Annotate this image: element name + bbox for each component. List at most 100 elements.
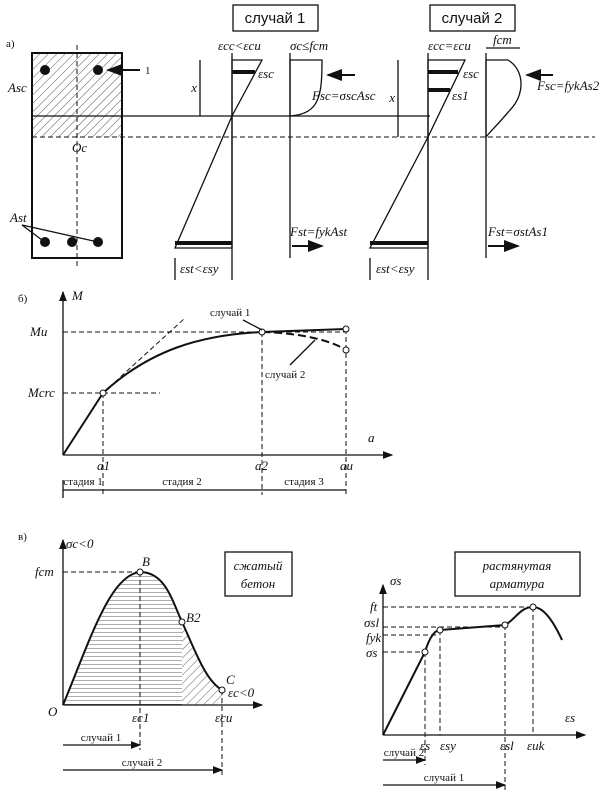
fyk: fyk bbox=[366, 630, 381, 645]
box-line2: бетон bbox=[241, 576, 275, 591]
bar bbox=[67, 237, 77, 247]
strain-top bbox=[231, 59, 264, 117]
box-line2: арматура bbox=[490, 576, 545, 591]
case1-box bbox=[232, 4, 319, 32]
c1-stress: σc≤fcm bbox=[290, 38, 328, 53]
bar bbox=[93, 65, 103, 75]
point bbox=[342, 346, 350, 354]
label: в) bbox=[18, 531, 27, 543]
c: C bbox=[226, 672, 235, 687]
steel-curve bbox=[382, 605, 563, 736]
stage2: стадия 2 bbox=[162, 476, 202, 488]
mcrc: Mcrc bbox=[27, 385, 55, 400]
stage3: стадия 3 bbox=[284, 476, 324, 488]
y-axis: σs bbox=[390, 573, 401, 588]
case2: случай 2 bbox=[384, 747, 424, 759]
area-case1 bbox=[63, 572, 182, 705]
marker: 1 bbox=[145, 65, 151, 77]
strain-top bbox=[427, 59, 467, 138]
strain-bottom bbox=[368, 136, 429, 249]
point bbox=[218, 686, 226, 694]
x-axis: εc<0 bbox=[228, 685, 255, 700]
label: а) bbox=[6, 38, 15, 50]
ssl: σsl bbox=[364, 615, 379, 630]
point bbox=[501, 621, 509, 629]
esl: εsl bbox=[500, 738, 514, 753]
stress-block bbox=[289, 59, 323, 117]
fcm: fcm bbox=[35, 564, 54, 579]
ec1: εc1 bbox=[132, 710, 149, 725]
stress-block bbox=[485, 59, 522, 139]
c1-top: εcc<εcu bbox=[218, 38, 261, 53]
x1: x bbox=[190, 80, 197, 95]
case2-box bbox=[429, 4, 516, 32]
area-case2 bbox=[182, 622, 222, 705]
label: б) bbox=[18, 293, 28, 305]
x2: x bbox=[388, 90, 395, 105]
y-axis: σc<0 bbox=[66, 536, 94, 551]
au: au bbox=[340, 458, 354, 473]
point bbox=[136, 568, 144, 576]
curve-case1 bbox=[62, 328, 347, 456]
stage1: стадия 1 bbox=[63, 476, 103, 488]
box-line1: растянутая bbox=[482, 558, 552, 573]
case2: случай 2 bbox=[122, 757, 162, 769]
leader bbox=[242, 319, 263, 331]
a1: a1 bbox=[97, 458, 110, 473]
case2: случай 2 bbox=[442, 10, 503, 27]
asc: Asc bbox=[7, 80, 27, 95]
strain-bottom bbox=[174, 115, 233, 249]
ast: Ast bbox=[9, 210, 27, 225]
b2: B2 bbox=[186, 610, 201, 625]
label-box bbox=[224, 551, 293, 597]
c2-bottom: εst<εsy bbox=[376, 261, 415, 276]
c1-esc: εsc bbox=[258, 66, 274, 81]
point bbox=[258, 328, 266, 336]
c2-esc: εsc bbox=[463, 66, 479, 81]
point bbox=[436, 626, 444, 634]
c2-fst: Fst=σstAs1 bbox=[487, 224, 548, 239]
oc: Oc bbox=[72, 140, 87, 155]
leader bbox=[21, 224, 99, 243]
case1: случай 1 bbox=[245, 10, 306, 27]
c1-fst: Fst=fykAst bbox=[289, 224, 348, 239]
case1: случай 1 bbox=[424, 772, 464, 784]
c2-top: εcc=εcu bbox=[428, 38, 471, 53]
panel-b bbox=[59, 290, 394, 498]
c2-fcm: fcm bbox=[493, 32, 512, 47]
point bbox=[342, 325, 350, 333]
c1-fsc: Fsc=σscAsc bbox=[311, 88, 376, 103]
concrete-curve bbox=[62, 570, 223, 706]
origin: O bbox=[48, 704, 58, 719]
x-axis: a bbox=[368, 430, 375, 445]
c2-fsc: Fsc=fykAs2 bbox=[536, 78, 599, 93]
c1-bottom: εst<εsy bbox=[180, 261, 219, 276]
ss: σs bbox=[366, 645, 377, 660]
box-line1: сжатый bbox=[234, 558, 283, 573]
mu: Mu bbox=[29, 324, 48, 339]
point bbox=[99, 389, 107, 397]
curve1: случай 1 bbox=[210, 307, 250, 319]
curve-case2 bbox=[261, 331, 347, 351]
leader bbox=[21, 224, 43, 241]
ecu: εcu bbox=[215, 710, 233, 725]
label-box bbox=[454, 551, 581, 597]
point bbox=[178, 618, 186, 626]
panel-c bbox=[59, 538, 587, 790]
case1: случай 1 bbox=[81, 732, 121, 744]
ft: ft bbox=[370, 599, 378, 614]
bar bbox=[40, 65, 50, 75]
bar bbox=[40, 237, 50, 247]
leader bbox=[289, 339, 316, 366]
euk: εuk bbox=[527, 738, 545, 753]
curve2: случай 2 bbox=[265, 369, 305, 381]
panel-a bbox=[21, 4, 595, 280]
c2-es1: εs1 bbox=[452, 88, 469, 103]
tangent bbox=[102, 317, 186, 394]
y-axis: M bbox=[71, 288, 84, 303]
es: εs bbox=[420, 738, 430, 753]
point bbox=[529, 603, 537, 611]
a2: a2 bbox=[255, 458, 269, 473]
point bbox=[421, 648, 429, 656]
